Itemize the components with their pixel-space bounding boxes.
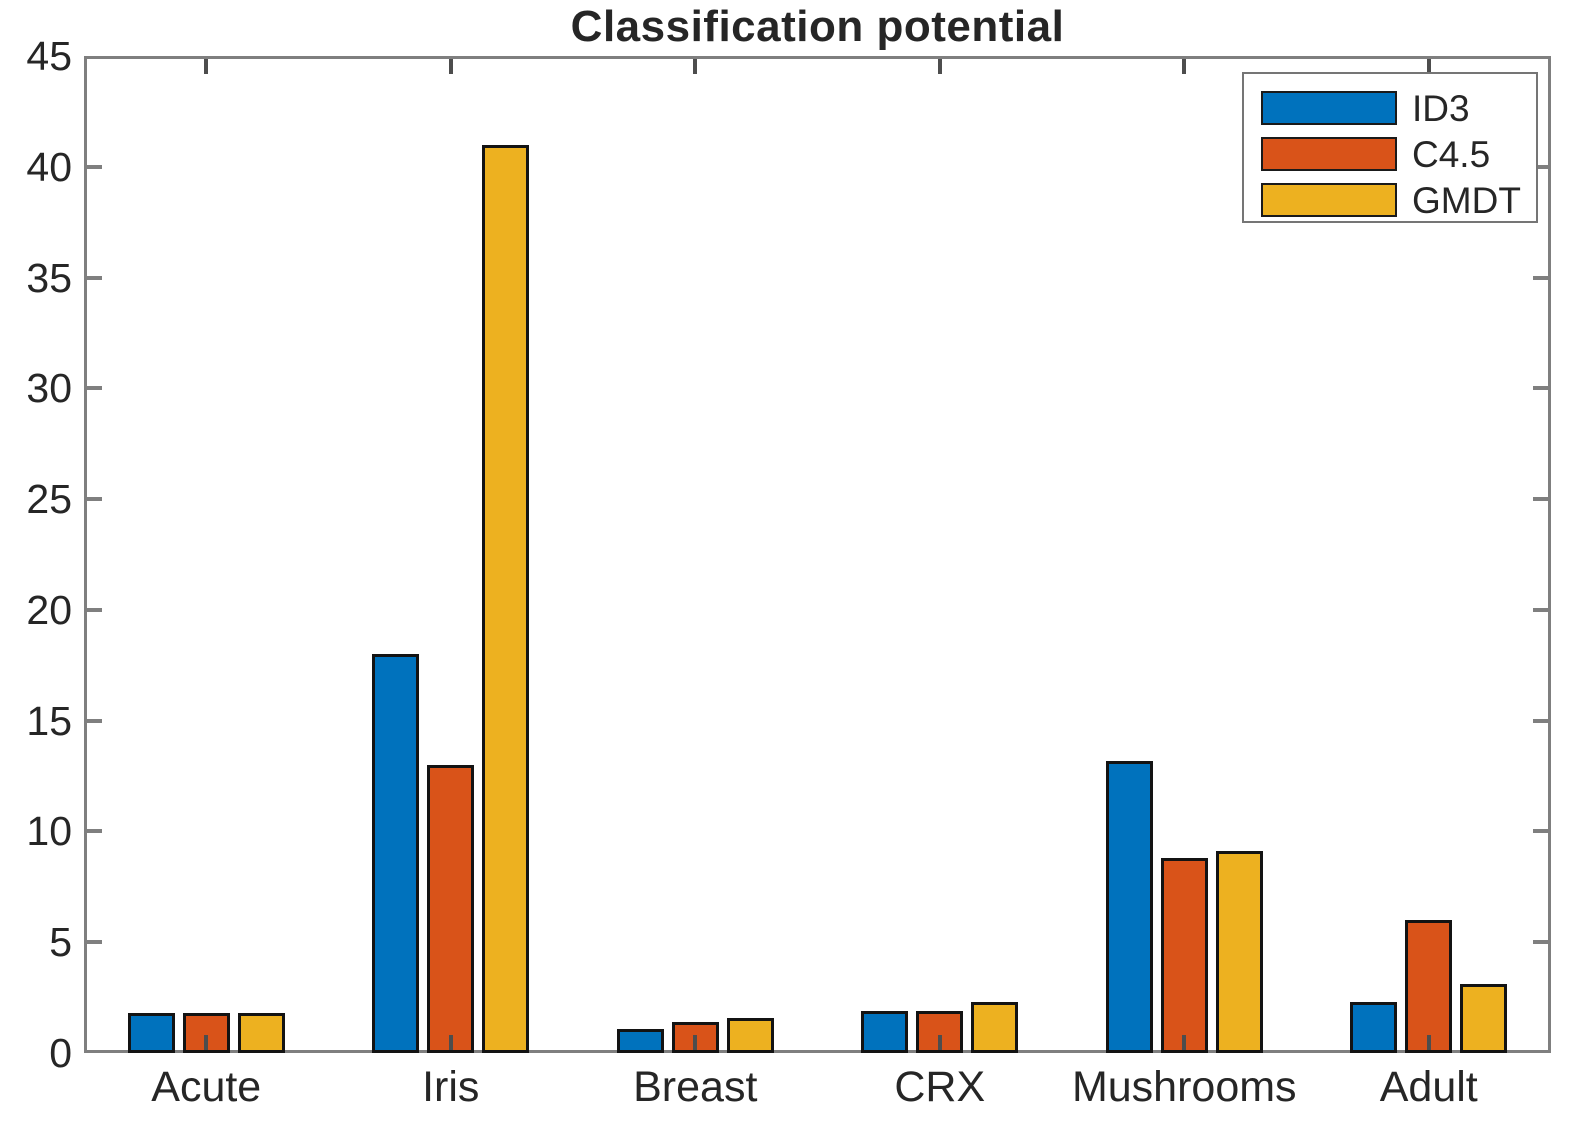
x-tick-label-breast: Breast [633,1063,758,1111]
y-tick-mark-left-35 [87,275,102,280]
y-tick-label-35: 35 [26,254,72,301]
bar-id3-iris [372,654,420,1053]
legend-item-gmdt: GMDT [1261,179,1536,221]
y-tick-label-0: 0 [49,1030,72,1076]
y-tick-label-40: 40 [26,143,72,190]
legend-label-c4-5: C4.5 [1412,133,1491,175]
x-tick-mark-top-mushrooms [1182,59,1187,74]
x-tick-label-adult: Adult [1379,1063,1478,1111]
x-tick-mark-top-iris [448,59,453,74]
y-tick-label-5: 5 [49,919,72,966]
x-tick-mark-bottom-iris [448,1035,453,1050]
y-tick-mark-left-30 [87,386,102,391]
y-tick-mark-right-40 [1533,164,1548,169]
y-tick-mark-left-25 [87,497,102,502]
y-tick-label-45: 45 [26,33,72,79]
y-tick-mark-right-20 [1533,607,1548,612]
x-tick-label-mushrooms: Mushrooms [1071,1063,1297,1111]
x-tick-mark-bottom-adult [1426,1035,1431,1050]
x-tick-mark-bottom-mushrooms [1182,1035,1187,1050]
y-tick-label-15: 15 [26,697,72,744]
legend-item-id3: ID3 [1261,87,1536,129]
x-tick-label-acute: Acute [151,1063,262,1111]
x-tick-mark-bottom-acute [204,1035,209,1050]
y-tick-mark-left-20 [87,607,102,612]
y-tick-label-30: 30 [26,365,72,412]
bar-gmdt-adult [1460,984,1508,1053]
bar-gmdt-crx [971,1002,1019,1053]
legend-swatch-id3 [1261,91,1397,125]
bar-gmdt-iris [482,144,530,1053]
y-tick-mark-right-15 [1533,718,1548,723]
y-tick-mark-right-35 [1533,275,1548,280]
y-tick-label-25: 25 [26,476,72,523]
x-tick-mark-top-adult [1426,59,1431,74]
bar-gmdt-acute [237,1013,285,1053]
y-tick-mark-left-10 [87,829,102,834]
legend-swatch-c4-5 [1261,137,1397,171]
bar-c4-5-adult [1405,920,1453,1053]
y-tick-mark-left-40 [87,164,102,169]
x-tick-label-iris: Iris [422,1063,480,1111]
legend-swatch-gmdt [1261,183,1397,217]
bar-id3-crx [861,1010,909,1053]
legend-label-id3: ID3 [1412,87,1470,129]
y-tick-label-10: 10 [26,808,72,855]
legend-item-c4-5: C4.5 [1261,133,1536,175]
x-tick-label-crx: CRX [894,1063,986,1111]
chart-title: Classification potential [570,2,1065,51]
y-tick-mark-left-15 [87,718,102,723]
x-tick-mark-top-acute [204,59,209,74]
bar-c4-5-iris [427,764,475,1053]
legend: ID3 C4.5 GMDT [1242,72,1538,223]
y-tick-mark-right-30 [1533,386,1548,391]
bar-id3-breast [616,1028,664,1053]
y-tick-label-20: 20 [26,586,72,633]
x-tick-mark-top-crx [937,59,942,74]
x-tick-mark-bottom-breast [693,1035,698,1050]
y-tick-mark-left-5 [87,940,102,945]
bar-c4-5-mushrooms [1160,858,1208,1053]
legend-label-gmdt: GMDT [1412,179,1521,221]
bar-id3-acute [127,1013,175,1053]
y-tick-mark-right-10 [1533,829,1548,834]
bar-id3-mushrooms [1105,760,1153,1053]
bar-gmdt-mushrooms [1215,851,1263,1053]
y-tick-mark-right-5 [1533,940,1548,945]
bar-gmdt-breast [726,1017,774,1053]
bar-id3-adult [1350,1002,1398,1053]
x-tick-mark-bottom-crx [937,1035,942,1050]
y-tick-mark-right-25 [1533,497,1548,502]
x-tick-mark-top-breast [693,59,698,74]
